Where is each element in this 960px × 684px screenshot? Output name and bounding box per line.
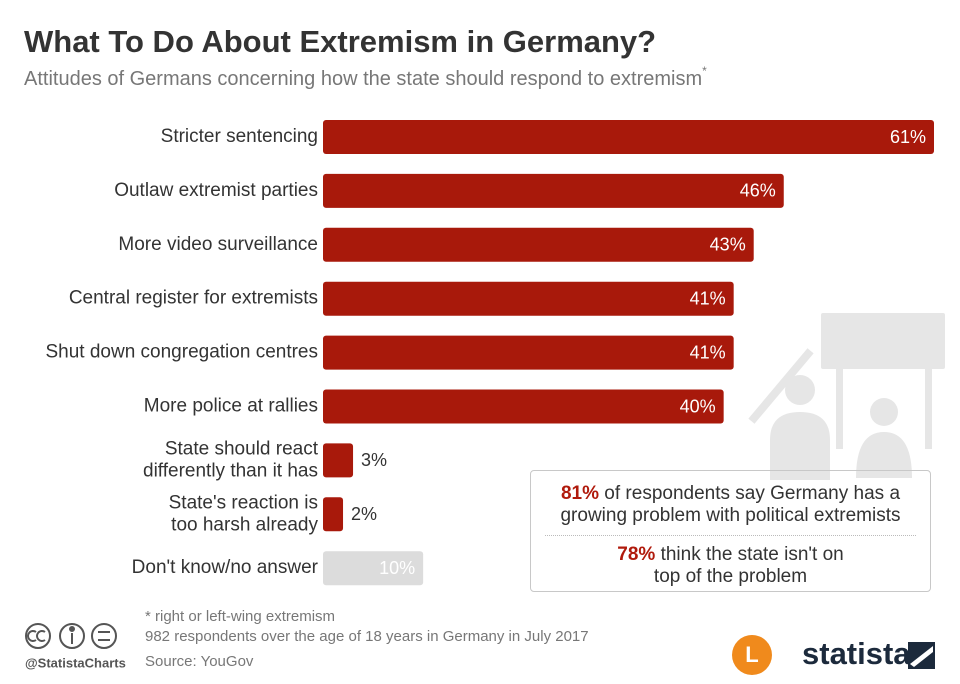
category-label-line: State should react [165,438,319,459]
category-label-line: State's reaction is [169,492,318,513]
category-label: Shut down congregation centres [45,342,318,363]
category-label-line: too harsh already [171,514,318,535]
title: What To Do About Extremism in Germany? [24,24,656,59]
category-label: State should react differently than it ha… [143,438,319,481]
bar [323,335,734,370]
source: Source: YouGov [145,653,254,670]
subtitle: Attitudes of Germans concerning how the … [24,64,707,90]
subtitle-text: Attitudes of Germans concerning how the … [24,68,702,90]
brand: statista [802,636,911,671]
footnote: * right or left-wing extremism [145,608,335,625]
logo-circle [732,635,772,675]
info-item: 78% think the state isn't on top of the … [545,535,916,596]
category-label: More police at rallies [144,396,318,417]
category-label: State's reaction is too harsh already [169,492,319,535]
logo-letter: L [745,642,758,667]
bar [323,497,344,532]
category-label: Central register for extremists [69,288,318,309]
value-label: 43% [710,235,746,255]
category-label: More video surveillance [118,234,318,255]
info-item: 81% of respondents say Germany has a gro… [531,471,930,535]
info-text: of respondents say Germany has a growing… [560,483,901,526]
value-label: 41% [690,288,726,308]
value-label: 40% [680,396,716,416]
bar [323,173,784,208]
info-highlight: 81% [560,483,600,504]
bar [323,281,734,316]
value-label: 61% [890,127,926,147]
value-label: 10% [379,558,415,578]
bar [323,551,424,586]
category-label: Outlaw extremist parties [114,180,318,201]
value-label: 3% [361,450,387,470]
value-label: 41% [690,342,726,362]
value-label: 2% [351,504,377,524]
category-label: Stricter sentencing [161,126,318,147]
illustration [748,313,945,480]
bar [323,120,934,154]
info-highlight: 78% [617,544,656,565]
category-label-line: differently than it has [143,460,318,481]
info-text: think the state isn't on top of the prob… [653,544,844,587]
subtitle-mark: * [702,64,707,78]
category-label: Don't know/no answer [132,557,319,578]
brand-icon [908,642,935,669]
bar [323,227,754,262]
bar [323,443,354,478]
bar [323,389,724,424]
handle: @StatistaCharts [25,655,126,670]
license-icons [25,623,117,649]
value-label: 46% [740,181,776,201]
sample-note: 982 respondents over the age of 18 years… [145,628,589,645]
info-box: 81% of respondents say Germany has a gro… [530,470,931,592]
